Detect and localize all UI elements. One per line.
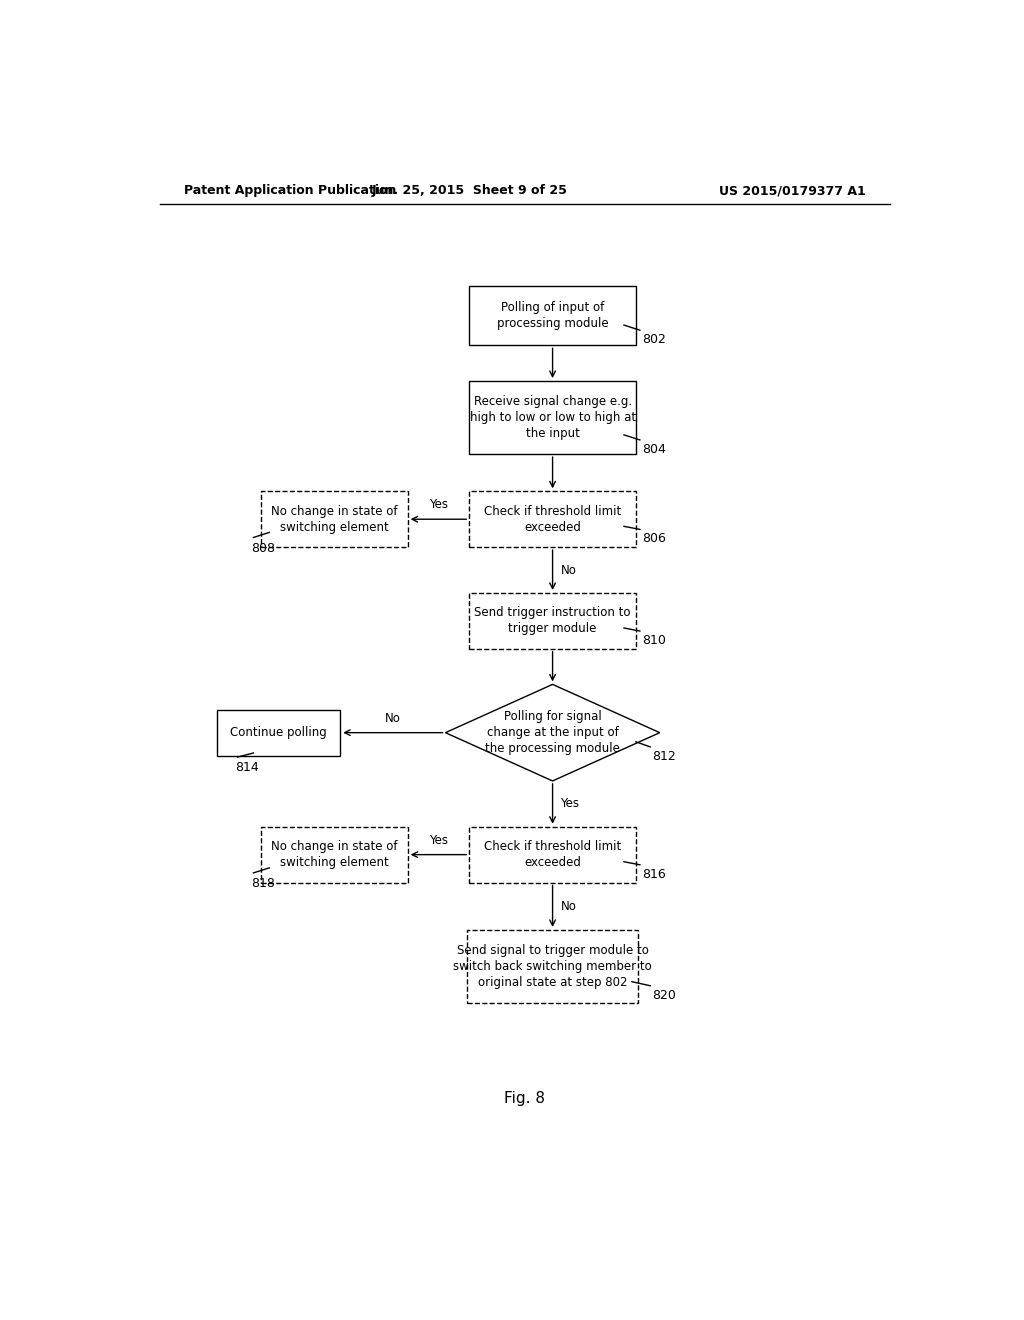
Text: Send signal to trigger module to
switch back switching member to
original state : Send signal to trigger module to switch … — [454, 944, 652, 989]
Bar — [469, 593, 636, 649]
Text: 810: 810 — [642, 634, 667, 647]
Bar — [469, 286, 636, 346]
Text: Yes: Yes — [429, 833, 447, 846]
Polygon shape — [445, 684, 659, 781]
Text: Check if threshold limit
exceeded: Check if threshold limit exceeded — [484, 840, 622, 869]
Text: Jun. 25, 2015  Sheet 9 of 25: Jun. 25, 2015 Sheet 9 of 25 — [372, 185, 567, 198]
Text: US 2015/0179377 A1: US 2015/0179377 A1 — [719, 185, 866, 198]
Text: Continue polling: Continue polling — [230, 726, 327, 739]
Text: 816: 816 — [642, 867, 666, 880]
Text: Check if threshold limit
exceeded: Check if threshold limit exceeded — [484, 504, 622, 533]
Bar — [217, 710, 340, 755]
Text: 818: 818 — [251, 876, 274, 890]
Text: Yes: Yes — [560, 797, 580, 810]
Bar — [467, 929, 638, 1003]
Bar — [469, 491, 636, 548]
Text: 820: 820 — [652, 989, 676, 1002]
Bar — [469, 381, 636, 454]
Text: No change in state of
switching element: No change in state of switching element — [271, 504, 397, 533]
Bar — [261, 491, 408, 548]
Text: 812: 812 — [652, 750, 676, 763]
Text: No: No — [560, 564, 577, 577]
Text: Polling of input of
processing module: Polling of input of processing module — [497, 301, 608, 330]
Bar — [469, 826, 636, 883]
Text: No: No — [385, 711, 400, 725]
Text: 802: 802 — [642, 333, 667, 346]
Text: Receive signal change e.g.
high to low or low to high at
the input: Receive signal change e.g. high to low o… — [470, 395, 636, 440]
Text: Yes: Yes — [429, 498, 447, 511]
Text: Polling for signal
change at the input of
the processing module: Polling for signal change at the input o… — [485, 710, 620, 755]
Text: No change in state of
switching element: No change in state of switching element — [271, 840, 397, 869]
Text: 804: 804 — [642, 444, 667, 455]
Text: No: No — [560, 900, 577, 912]
Text: 808: 808 — [251, 541, 275, 554]
Text: Patent Application Publication: Patent Application Publication — [183, 185, 396, 198]
Bar — [261, 826, 408, 883]
Text: 814: 814 — [236, 762, 259, 774]
Text: 806: 806 — [642, 532, 667, 545]
Text: Send trigger instruction to
trigger module: Send trigger instruction to trigger modu… — [474, 606, 631, 635]
Text: Fig. 8: Fig. 8 — [504, 1092, 546, 1106]
